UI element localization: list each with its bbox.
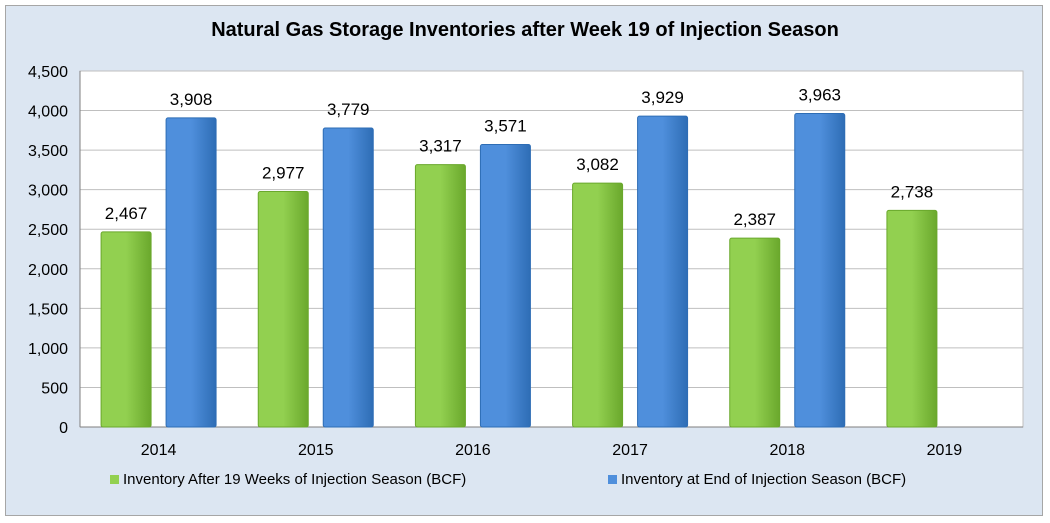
bar-series1 bbox=[729, 237, 781, 428]
legend-swatch-series1 bbox=[110, 474, 119, 484]
y-tick-label: 1,000 bbox=[28, 341, 68, 358]
y-tick-label: 4,000 bbox=[28, 104, 68, 121]
x-tick-label: 2018 bbox=[769, 442, 805, 459]
legend-swatch-series2 bbox=[608, 474, 617, 484]
data-label: 2,977 bbox=[262, 163, 305, 182]
data-label: 3,317 bbox=[419, 137, 462, 156]
data-label: 3,571 bbox=[484, 116, 527, 135]
x-tick-label: 2019 bbox=[927, 442, 963, 459]
data-label: 3,779 bbox=[327, 100, 370, 119]
chart-title: Natural Gas Storage Inventories after We… bbox=[211, 19, 839, 41]
data-label: 2,467 bbox=[105, 204, 148, 223]
y-tick-label: 500 bbox=[41, 380, 68, 397]
data-label: 3,929 bbox=[641, 88, 684, 107]
bar-series2 bbox=[322, 127, 374, 428]
bar-series1 bbox=[100, 231, 152, 428]
y-tick-label: 4,500 bbox=[28, 64, 68, 81]
bar-series1 bbox=[572, 182, 624, 428]
x-tick-label: 2017 bbox=[612, 442, 648, 459]
plot-area bbox=[79, 70, 1024, 428]
legend-item-series1: Inventory After 19 Weeks of Injection Se… bbox=[110, 469, 466, 489]
data-label: 3,908 bbox=[170, 90, 213, 109]
legend-label-series2: Inventory at End of Injection Season (BC… bbox=[621, 470, 907, 488]
bar-series2 bbox=[794, 112, 846, 428]
y-tick-label: 3,500 bbox=[28, 143, 68, 160]
data-label: 2,738 bbox=[891, 182, 934, 201]
data-label: 3,082 bbox=[576, 155, 619, 174]
y-tick-label: 2,000 bbox=[28, 262, 68, 279]
bar-series2 bbox=[165, 117, 217, 428]
y-tick-label: 3,000 bbox=[28, 183, 68, 200]
data-label: 3,963 bbox=[798, 85, 841, 104]
x-tick-label: 2016 bbox=[455, 442, 491, 459]
legend-label-series1: Inventory After 19 Weeks of Injection Se… bbox=[123, 470, 467, 488]
x-tick-label: 2015 bbox=[298, 442, 334, 459]
y-tick-label: 2,500 bbox=[28, 222, 68, 239]
bar-series1 bbox=[414, 164, 466, 428]
legend-item-series2: Inventory at End of Injection Season (BC… bbox=[608, 469, 906, 489]
bar-series2 bbox=[637, 115, 689, 428]
bar-series1 bbox=[257, 190, 309, 428]
x-tick-label: 2014 bbox=[141, 442, 177, 459]
y-tick-label: 1,500 bbox=[28, 301, 68, 318]
bar-series1 bbox=[886, 209, 938, 428]
y-tick-label: 0 bbox=[59, 420, 68, 437]
data-label: 2,387 bbox=[733, 210, 776, 229]
bar-series2 bbox=[479, 143, 531, 428]
